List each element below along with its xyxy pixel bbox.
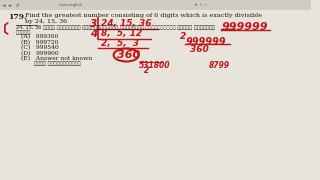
Text: 999999: 999999 bbox=[186, 37, 226, 47]
Text: 24, 15, 36 ஆகிய எண்களால் வீதிபிடித்து வருபடும் மிகப்பெரிய ஆகியக எண்ணைக்: 24, 15, 36 ஆகிய எண்களால் வீதிபிடித்து வர… bbox=[16, 24, 214, 30]
Text: 2: 2 bbox=[180, 32, 186, 41]
Text: by 24, 15, 36: by 24, 15, 36 bbox=[25, 19, 68, 24]
Text: (E)   Answer not known: (E) Answer not known bbox=[21, 56, 92, 61]
Text: 2,  5,  3: 2, 5, 3 bbox=[101, 39, 139, 48]
Text: 8,  5, 12: 8, 5, 12 bbox=[101, 29, 142, 38]
Text: காண்க.: காண்க. bbox=[16, 30, 32, 35]
Text: Find the greatest number consisting of 6 digits which is exactly divisible: Find the greatest number consisting of 6… bbox=[25, 13, 262, 18]
Text: ◄  ►  ↺: ◄ ► ↺ bbox=[2, 3, 20, 8]
FancyBboxPatch shape bbox=[0, 0, 311, 10]
Text: 360: 360 bbox=[116, 50, 140, 60]
Text: (D)   999900: (D) 999900 bbox=[21, 51, 59, 56]
Text: 531800: 531800 bbox=[139, 61, 170, 70]
Text: 179.: 179. bbox=[8, 13, 26, 21]
Text: 999999: 999999 bbox=[221, 22, 268, 32]
Text: mid-english: mid-english bbox=[58, 3, 82, 7]
Text: 3: 3 bbox=[90, 19, 98, 29]
Text: (B)   999720: (B) 999720 bbox=[21, 39, 59, 45]
Text: 4: 4 bbox=[90, 29, 98, 39]
Text: (C)   999540: (C) 999540 bbox=[21, 45, 59, 50]
Text: (A)   999360: (A) 999360 bbox=[21, 34, 59, 39]
Text: ★ ☆ ✓: ★ ☆ ✓ bbox=[194, 3, 208, 7]
Text: விடை தெரியவில்லை: விடை தெரியவில்லை bbox=[34, 61, 81, 66]
Text: 360: 360 bbox=[190, 45, 209, 54]
Text: 2: 2 bbox=[144, 66, 149, 75]
Text: 8799: 8799 bbox=[209, 61, 230, 70]
Text: 24, 15, 36: 24, 15, 36 bbox=[101, 19, 151, 28]
